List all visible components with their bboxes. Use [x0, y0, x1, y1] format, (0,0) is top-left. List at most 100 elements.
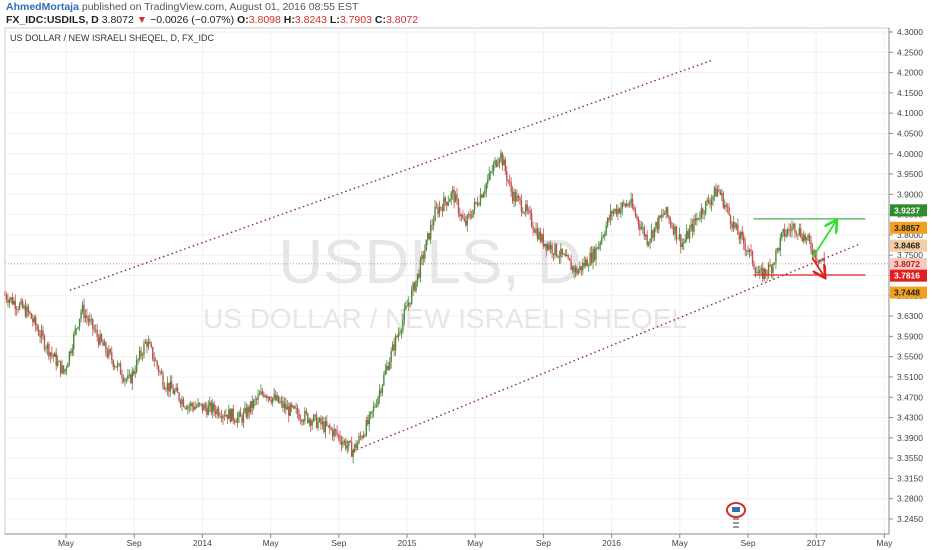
candle-body	[593, 248, 596, 260]
candle-body	[374, 406, 376, 407]
author-link[interactable]: AhmedMortaja	[6, 1, 79, 13]
chart-header: AhmedMortaja published on TradingView.co…	[0, 0, 932, 28]
candle-body	[547, 244, 549, 250]
candle-body	[508, 181, 511, 183]
candle-body	[687, 231, 689, 239]
candle-body	[462, 215, 464, 219]
candle-body	[62, 365, 65, 373]
candle-body	[786, 229, 789, 235]
candle-body	[459, 213, 461, 217]
candle-body	[558, 256, 561, 258]
watermark-symbol: USDILS, D	[278, 228, 581, 297]
candle-body	[482, 193, 485, 198]
candle-body	[304, 410, 306, 422]
candle-body	[330, 428, 332, 430]
candle-body	[677, 238, 679, 240]
candle-body	[501, 152, 504, 166]
candle-body	[308, 419, 310, 423]
candle-body	[721, 193, 723, 195]
candle-body	[154, 360, 157, 362]
candle-body	[538, 231, 540, 240]
candle-body	[729, 214, 732, 224]
candle-body	[551, 244, 553, 254]
candle-body	[45, 348, 47, 350]
candle-body	[481, 194, 483, 198]
candle-body	[112, 360, 114, 367]
candle-body	[624, 203, 626, 207]
candle-body	[684, 239, 686, 243]
candle-body	[418, 273, 420, 278]
low-label: L:	[329, 14, 340, 26]
candle-body	[513, 192, 515, 202]
candle-body	[314, 414, 316, 416]
y-tick-label: 3.9500	[897, 169, 923, 179]
candle-body	[394, 336, 397, 351]
candle-body	[163, 386, 166, 390]
candle-body	[166, 383, 169, 390]
candle-body	[216, 408, 218, 415]
candle-body	[81, 304, 84, 312]
candle-body	[339, 435, 341, 441]
candle-body	[399, 332, 401, 334]
candle-body	[387, 366, 389, 370]
candle-body	[274, 394, 277, 401]
candle-body	[574, 267, 577, 273]
y-tick-label: 3.4700	[897, 392, 923, 402]
candle-body	[17, 309, 19, 310]
y-tick-label: 3.2800	[897, 494, 923, 504]
candle-body	[252, 400, 255, 409]
candle-body	[454, 194, 457, 203]
candle-body	[757, 272, 760, 274]
candle-body	[557, 255, 559, 258]
candle-body	[236, 416, 239, 423]
candle-body	[763, 268, 765, 279]
candle-body	[172, 388, 174, 394]
candle-body	[589, 252, 591, 266]
candle-body	[298, 413, 300, 420]
candle-body	[222, 415, 224, 419]
candle-body	[548, 244, 550, 250]
candle-body	[200, 403, 202, 405]
candle-body	[697, 218, 700, 219]
candle-body	[609, 210, 612, 220]
candle-body	[349, 441, 351, 443]
tradingview-logo[interactable]	[726, 502, 746, 528]
y-tick-label: 3.3900	[897, 433, 923, 443]
candle-body	[70, 351, 72, 354]
candle-body	[507, 180, 509, 182]
candles	[4, 149, 825, 464]
candle-body	[239, 412, 242, 417]
candle-body	[669, 219, 672, 226]
candle-body	[133, 370, 135, 374]
candle-body	[554, 243, 556, 255]
candle-body	[203, 404, 205, 411]
candle-body	[503, 159, 505, 166]
candle-body	[26, 306, 28, 317]
candle-body	[470, 216, 473, 218]
drawings[interactable]	[5, 59, 889, 452]
candle-body	[710, 199, 713, 205]
candle-body	[238, 412, 240, 417]
candle-body	[378, 390, 381, 398]
candle-body	[109, 349, 112, 353]
candle-body	[668, 216, 670, 220]
symbol-label[interactable]: FX_IDC:USDILS, D	[6, 14, 99, 26]
candle-body	[55, 353, 57, 366]
candle-body	[121, 374, 123, 379]
candle-body	[680, 234, 682, 247]
time-axis[interactable]: May Sep 2014 May Sep 2015 May Sep 2016 May Sep 2017…	[5, 533, 893, 548]
candle-body	[719, 190, 722, 195]
candle-body	[226, 414, 229, 419]
candle-body	[271, 397, 274, 403]
candle-body	[735, 224, 738, 228]
candle-body	[184, 406, 186, 408]
candle-body	[662, 214, 664, 216]
candle-body	[822, 258, 824, 261]
candle-body	[533, 230, 536, 233]
candle-body	[766, 274, 768, 275]
candle-body	[153, 359, 155, 362]
price-badges: 3.9237 3.8857 3.8468 3.8072 3.7816 3.7448	[890, 204, 927, 299]
candle-body	[703, 213, 705, 214]
candle-body	[58, 360, 60, 362]
